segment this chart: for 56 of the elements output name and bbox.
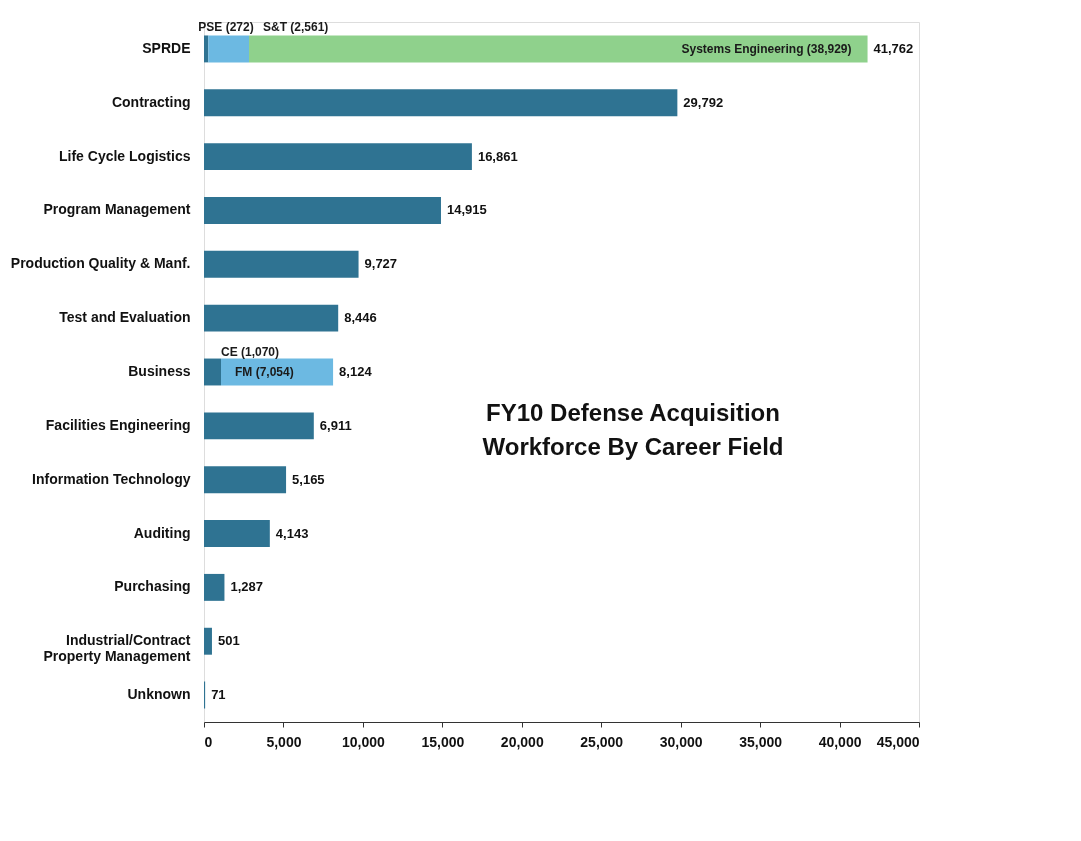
y-tick-label: Unknown <box>127 686 191 703</box>
bar <box>204 466 287 494</box>
y-tick-label: Business <box>128 363 191 379</box>
bar <box>249 35 868 63</box>
bar <box>204 197 441 224</box>
bar <box>204 520 270 547</box>
y-tick-label: Test and Evaluation <box>59 309 191 326</box>
bar <box>204 412 314 440</box>
y-tick-label: SPRDE <box>142 39 191 56</box>
x-tick-label: 0 <box>204 733 213 750</box>
total-label: 1,287 <box>230 579 263 595</box>
annotation: Systems Engineering (38,929) <box>681 41 852 56</box>
bar <box>204 627 212 655</box>
y-tick-label: Information Technology <box>32 470 191 487</box>
annotation: S&T (2,561) <box>263 19 329 34</box>
y-tick-label: Auditing <box>133 524 191 541</box>
total-label: 5,165 <box>292 471 325 487</box>
x-tick-label: 30,000 <box>659 733 703 750</box>
bar <box>204 89 678 117</box>
bar <box>204 35 209 63</box>
x-tick-label: 10,000 <box>341 733 386 750</box>
text: FY10 Defense Acquisition Workforce By Career Field <box>482 399 784 460</box>
y-tick-label: Program Management <box>43 201 191 218</box>
bar <box>204 304 339 332</box>
bar <box>204 250 359 278</box>
x-tick-label: 25,000 <box>580 733 624 750</box>
x-tick-label: 15,000 <box>421 733 465 750</box>
total-label: 4,143 <box>275 525 309 541</box>
total-label: 29,792 <box>683 94 724 110</box>
y-tick-label: Production Quality & Manf. <box>10 255 191 272</box>
total-label: 9,727 <box>364 256 398 272</box>
annotation: CE (1,070) <box>221 345 280 359</box>
total-label: 16,861 <box>477 148 518 164</box>
x-tick-label: 20,000 <box>500 733 544 750</box>
total-label: 6,911 <box>319 417 352 433</box>
total-label: 501 <box>217 633 240 649</box>
total-label: 8,446 <box>344 310 377 326</box>
y-tick-label: Industrial/Contract Property Management <box>43 632 191 665</box>
x-tick-label: 35,000 <box>739 733 783 750</box>
total-label: 71 <box>211 687 226 703</box>
y-tick-label: Life Cycle Logistics <box>59 147 191 164</box>
y-tick-label: Facilities Engineering <box>45 416 191 433</box>
bar <box>204 143 472 171</box>
bar <box>208 35 250 63</box>
annotation: PSE (272) <box>198 19 254 34</box>
y-tick-label: Purchasing <box>114 578 191 595</box>
x-tick-label: 40,000 <box>818 733 862 750</box>
total-label: 41,762 <box>873 40 914 56</box>
bar <box>204 358 221 386</box>
total-label: 14,915 <box>446 202 487 218</box>
bar <box>204 573 225 601</box>
y-tick-label: Contracting <box>111 93 191 110</box>
x-tick-label: 5,000 <box>266 733 302 750</box>
total-label: 8,124 <box>339 364 373 379</box>
x-tick-label: 45,000 <box>876 733 920 750</box>
annotation: FM (7,054) <box>235 365 294 379</box>
